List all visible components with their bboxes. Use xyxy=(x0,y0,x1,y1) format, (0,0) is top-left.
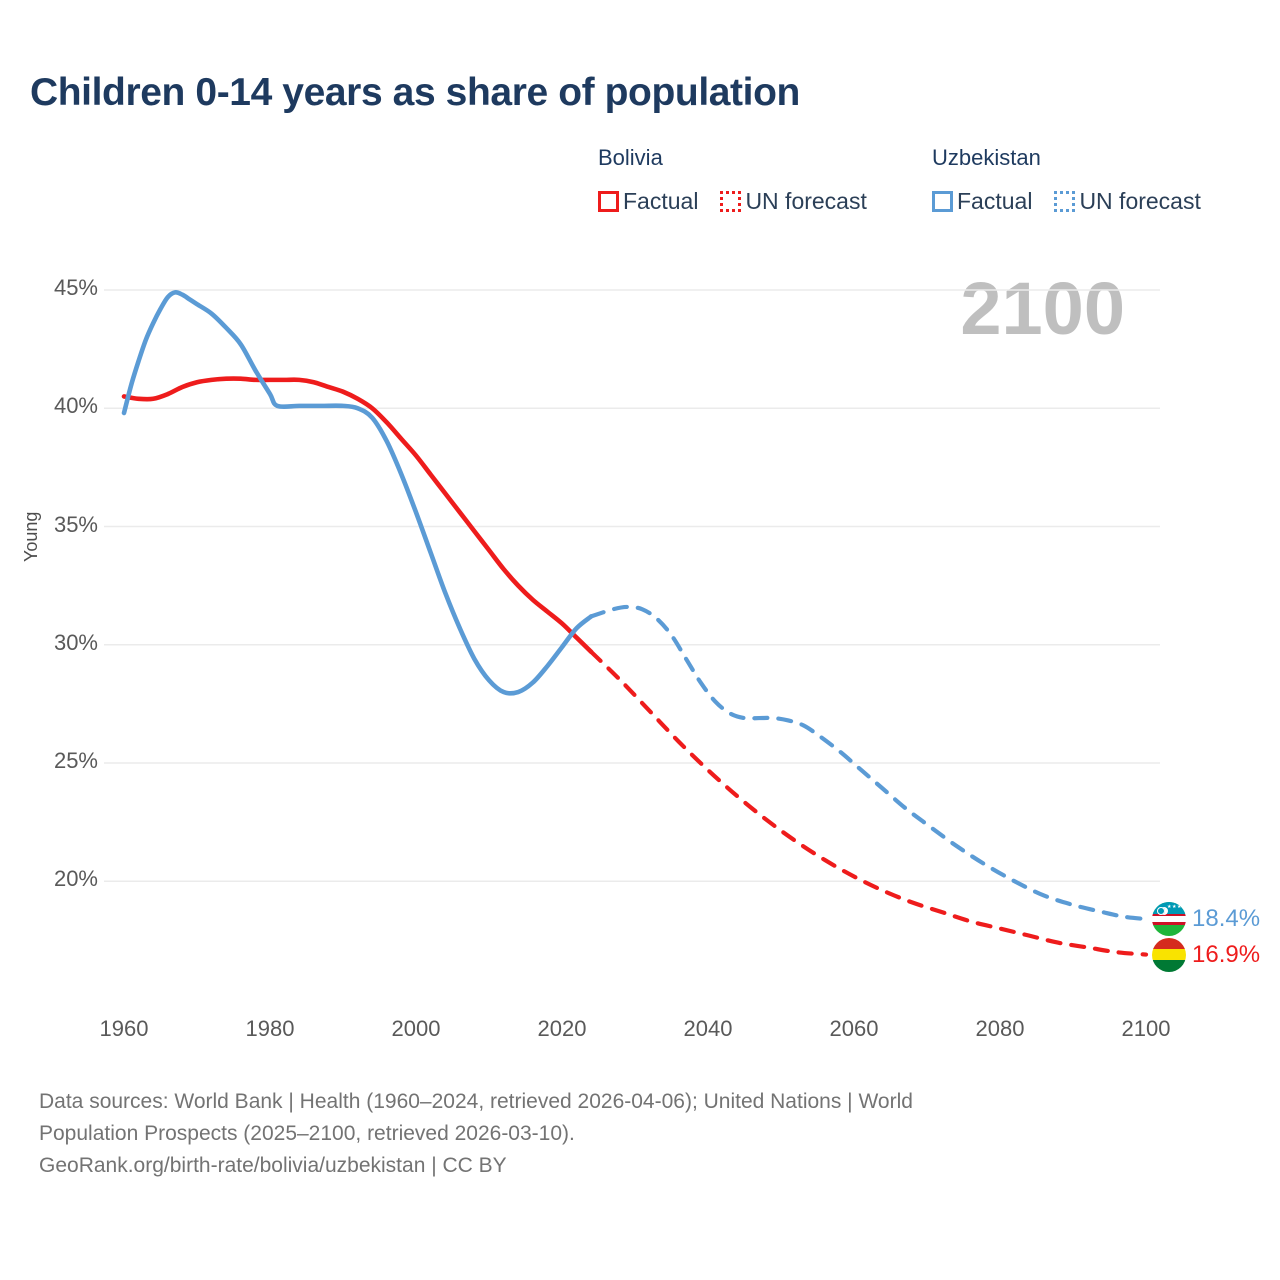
x-axis-tick-label: 2000 xyxy=(391,1016,441,1041)
solid-line-swatch-icon xyxy=(932,190,953,212)
dotted-line-swatch-icon xyxy=(720,190,742,212)
series-lines xyxy=(121,290,1149,957)
watermark-year: 2100 xyxy=(960,267,1125,350)
bolivia-flag-icon xyxy=(1152,937,1186,972)
footer-line-2: Population Prospects (2025–2100, retriev… xyxy=(39,1122,575,1145)
y-axis-tick-label: 20% xyxy=(53,866,98,892)
y-axis-tick-label: 30% xyxy=(53,629,98,655)
line-bolivia-forecast xyxy=(589,649,1149,957)
line-uzbekistan-forecast xyxy=(589,604,1149,922)
y-axis-tick-label: 35% xyxy=(53,511,98,537)
stars-icon: ★★★★★★★★★★★★ xyxy=(1167,904,1186,911)
footer-line-1: Data sources: World Bank | Health (1960–… xyxy=(39,1090,913,1113)
endpoint-label-bolivia: 16.9% xyxy=(1152,937,1261,972)
x-axis-tick-label: 2100 xyxy=(1121,1016,1171,1041)
x-axis-tick-label: 2040 xyxy=(683,1016,733,1041)
legend-item-bolivia-forecast[interactable]: UN forecast xyxy=(720,187,867,215)
y-axis-tick-label: 25% xyxy=(53,748,98,773)
legend-item-bolivia-factual[interactable]: Factual xyxy=(598,188,698,215)
x-axis-tick-label: 1980 xyxy=(245,1016,295,1041)
legend-item-label: Factual xyxy=(623,187,699,214)
legend-country-label: Bolivia xyxy=(598,145,663,170)
legend-item-label: UN forecast xyxy=(1079,187,1201,214)
chart-legend: Bolivia Factual UN forecast Uzbekistan F… xyxy=(598,143,1258,223)
legend-country-label: Uzbekistan xyxy=(932,145,1041,170)
uzbekistan-flag-icon: ★★★★★★★★★★★★ xyxy=(1152,902,1186,937)
x-axis-tick-label: 1960 xyxy=(99,1016,149,1041)
legend-item-label: UN forecast xyxy=(745,187,867,214)
y-axis-tick-label: 40% xyxy=(53,393,98,419)
legend-group-uzbekistan: Uzbekistan Factual UN forecast xyxy=(932,143,1201,219)
x-axis-tick-label: 2080 xyxy=(975,1016,1025,1041)
endpoint-label-uzbekistan: ★★★★★★★★★★★★ 18.4% xyxy=(1152,902,1261,937)
endpoint-value: 18.4% xyxy=(1192,905,1261,933)
page-title: Children 0-14 years as share of populati… xyxy=(30,71,800,114)
x-axis-tick-label: 2020 xyxy=(537,1016,587,1041)
footer-sources: Data sources: World Bank | Health (1960–… xyxy=(39,1086,1189,1182)
x-axis-tick-label: 2060 xyxy=(829,1016,879,1041)
legend-item-label: Factual xyxy=(957,187,1033,214)
legend-row: Factual UN forecast xyxy=(932,183,1201,219)
footer-line-3[interactable]: GeoRank.org/birth-rate/bolivia/uzbekista… xyxy=(39,1154,507,1177)
dotted-line-swatch-icon xyxy=(1054,190,1076,212)
legend-item-uzbekistan-forecast[interactable]: UN forecast xyxy=(1054,187,1201,215)
legend-item-uzbekistan-factual[interactable]: Factual xyxy=(932,188,1032,215)
line-bolivia-factual xyxy=(121,376,594,655)
y-axis-tick-label: 45% xyxy=(53,275,98,300)
legend-row: Factual UN forecast xyxy=(598,183,867,219)
legend-group-bolivia: Bolivia Factual UN forecast xyxy=(598,143,867,219)
line-uzbekistan-factual xyxy=(121,290,594,696)
crescent-icon xyxy=(1157,907,1165,916)
solid-line-swatch-icon xyxy=(598,190,619,212)
endpoint-value: 16.9% xyxy=(1192,940,1261,968)
